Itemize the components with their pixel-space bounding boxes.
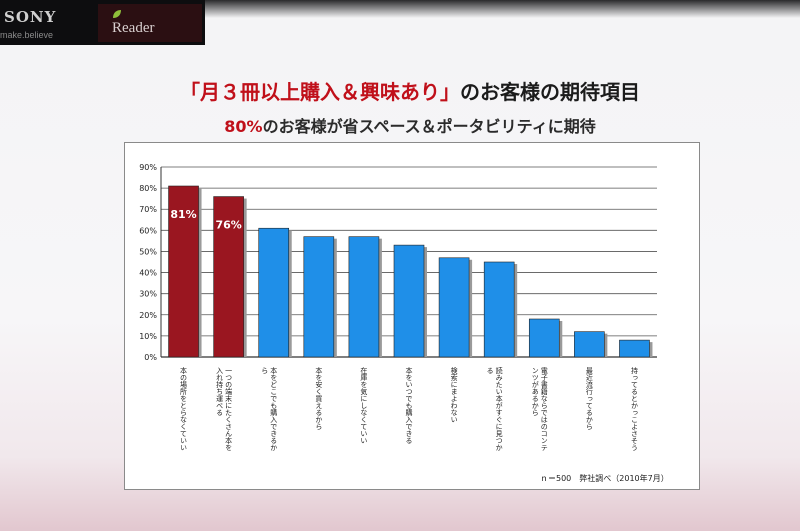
- x-category-label-cont: 入れ持ち運べる: [216, 367, 224, 416]
- subtitle-rest: のお客様が省スペース＆ポータビリティに期待: [262, 117, 596, 136]
- y-tick-label: 80%: [139, 184, 157, 193]
- y-tick-label: 60%: [139, 226, 157, 235]
- x-category-label: 本の場所をとらなくていい: [180, 366, 188, 451]
- x-category-label: 電子書籍ならではのコンテ: [540, 367, 548, 451]
- bar-data-label: 76%: [215, 219, 241, 232]
- x-category-label: 一つの端末にたくさん本を: [225, 367, 233, 451]
- top-brand-bar: SONY make.believe Reader: [0, 0, 205, 45]
- bar: [483, 261, 515, 358]
- x-category-label-cont: ンツがあるから: [531, 367, 539, 416]
- bar: [303, 236, 335, 358]
- x-category-label: 持ってるとかっこよさそう: [630, 366, 638, 451]
- x-category-label: 本を安く買えるから: [315, 366, 323, 430]
- y-tick-label: 90%: [139, 163, 157, 172]
- bar: [528, 318, 560, 358]
- title-highlight: 「月３冊以上購入＆興味あり」: [180, 80, 460, 104]
- product-name: Reader: [112, 20, 155, 36]
- bar-data-label: 81%: [170, 208, 196, 221]
- y-tick-label: 50%: [139, 247, 157, 256]
- x-category-label: 本をどこでも購入できるか: [270, 366, 278, 451]
- y-tick-label: 10%: [139, 332, 157, 341]
- x-category-label: 読みたい本がすぐに見つか: [495, 366, 503, 451]
- title-rest: のお客様の期待項目: [460, 80, 640, 104]
- x-category-label: 検索にまよわない: [450, 366, 458, 423]
- bar: [213, 196, 244, 358]
- y-tick-label: 70%: [139, 205, 157, 214]
- y-tick-label: 40%: [139, 269, 157, 278]
- brand-wordmark: SONY: [4, 8, 57, 26]
- x-category-label-cont: ら: [261, 367, 269, 374]
- bar: [168, 185, 199, 358]
- y-tick-label: 30%: [139, 290, 157, 299]
- x-category-label-cont: る: [486, 367, 494, 374]
- bar: [574, 331, 605, 358]
- brand-tagline: make.believe: [0, 30, 54, 40]
- bar: [393, 244, 425, 358]
- bar: [619, 339, 650, 358]
- x-category-label: 最近流行ってるから: [585, 367, 593, 430]
- y-tick-label: 0%: [144, 353, 157, 362]
- bar: [438, 257, 470, 358]
- reader-logo: Reader: [98, 4, 202, 42]
- leaf-icon: [113, 10, 121, 18]
- x-category-label: 本をいつでも購入できる: [405, 366, 413, 444]
- bar-chart: 0% 10% 20% 30% 40% 50% 60% 70% 80% 90% 81% 本の場所をとらな…: [139, 163, 657, 451]
- sony-logo: SONY make.believe: [0, 8, 92, 40]
- x-category-label: 在庫を気にしなくていい: [360, 366, 368, 444]
- slide-title: 「月３冊以上購入＆興味あり」のお客様の期待項目: [0, 76, 800, 105]
- subtitle-highlight: 80%: [224, 117, 263, 136]
- y-tick-label: 20%: [139, 311, 157, 320]
- bar: [348, 236, 380, 358]
- chart-panel: 0% 10% 20% 30% 40% 50% 60% 70% 80% 90% 81% 本の場所をとらな…: [124, 142, 700, 490]
- slide-subtitle: 80%のお客様が省スペース＆ポータビリティに期待: [0, 113, 800, 137]
- bar: [258, 227, 290, 358]
- chart-footnote: ｎ＝500 弊社調べ（2010年7月）: [540, 474, 669, 483]
